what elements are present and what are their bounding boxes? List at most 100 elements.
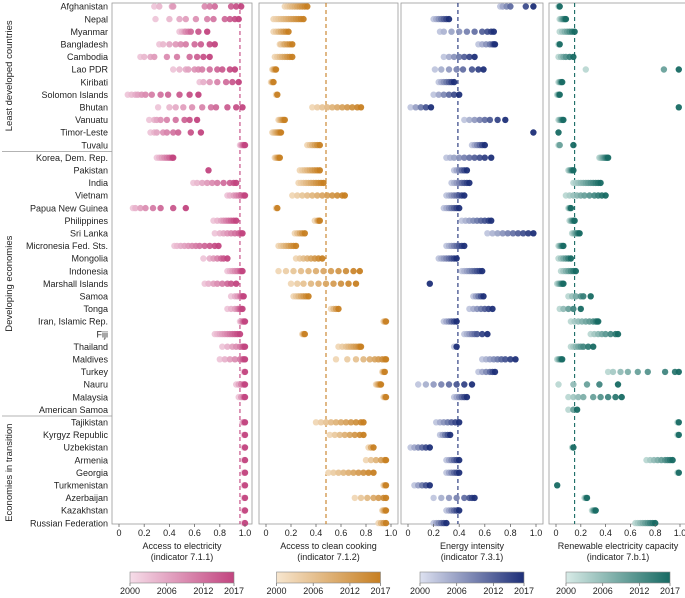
data-point-azerbaijan [453, 494, 460, 502]
data-point-bangladesh [177, 41, 184, 48]
data-point-nauru [377, 381, 385, 388]
data-point-korea-dem-rep [450, 154, 458, 161]
country-label-turkey: Turkey [81, 367, 109, 377]
data-point-korea-dem-rep [466, 154, 473, 161]
country-label-mongolia: Mongolia [71, 254, 108, 264]
data-point-malaysia [580, 393, 587, 401]
data-point-vanuatu [486, 116, 494, 124]
data-point-bhutan [339, 104, 346, 111]
data-point-vietnam [324, 192, 331, 199]
data-point-papua-new-guinea [170, 204, 177, 212]
data-point-nepal [226, 15, 234, 23]
data-point-georgia [325, 469, 332, 476]
data-point-thailand [590, 343, 597, 350]
data-point-afghanistan [227, 3, 235, 10]
panel-title-electricity: Access to electricity [142, 541, 222, 551]
data-point-papua-new-guinea [567, 204, 575, 212]
country-label-papua-new-guinea: Papua New Guinea [30, 203, 108, 213]
data-point-solomon-islands [440, 91, 447, 98]
data-point-cambodia [206, 53, 213, 61]
data-point-tonga [560, 305, 567, 313]
data-point-cambodia [450, 53, 458, 61]
data-point-marshall-islands [214, 280, 221, 287]
data-point-vanuatu [186, 116, 193, 124]
data-point-georgia [340, 469, 347, 476]
data-point-thailand [224, 343, 231, 350]
data-point-timor-leste [170, 129, 177, 136]
data-point-kyrgyz-republic [351, 431, 358, 439]
data-point-mongolia [319, 255, 326, 262]
country-label-solomon-islands: Solomon Islands [41, 90, 108, 100]
data-point-indonesia [479, 267, 486, 275]
data-point-vanuatu [193, 116, 201, 124]
data-point-bhutan [239, 104, 246, 111]
data-point-nepal [152, 15, 159, 23]
data-point-turkey [609, 368, 617, 376]
data-point-kiribati [559, 78, 566, 86]
data-point-vietnam [319, 192, 326, 199]
data-point-tonga [239, 305, 246, 313]
data-point-indonesia [350, 267, 357, 275]
data-point-armenia [456, 456, 463, 464]
data-point-lao-pdr [438, 66, 445, 73]
data-point-afghanistan [206, 3, 213, 10]
data-point-bangladesh [182, 41, 189, 48]
panel-subtitle-cooking: (indicator 7.1.2) [297, 552, 360, 562]
data-point-bhutan [422, 104, 430, 111]
data-point-turkey [675, 368, 682, 376]
country-label-marshall-islands: Marshall Islands [43, 279, 109, 289]
data-point-armenia [367, 456, 375, 464]
data-point-malaysia [565, 393, 572, 401]
data-point-bhutan [224, 104, 231, 111]
data-point-bangladesh [211, 41, 218, 48]
data-point-india [220, 179, 227, 187]
data-point-solomon-islands [435, 91, 442, 98]
data-point-fiji [473, 330, 481, 338]
data-point-armenia [372, 456, 380, 464]
country-label-philippines: Philippines [64, 216, 108, 226]
country-label-russian-federation: Russian Federation [30, 518, 108, 528]
data-point-cambodia [466, 53, 473, 61]
data-point-cambodia [570, 53, 577, 61]
data-point-micronesia-fed-sts [206, 242, 213, 250]
data-point-afghanistan [170, 3, 177, 10]
data-point-cambodia [200, 53, 207, 61]
data-point-afghanistan [304, 3, 311, 10]
data-point-indonesia [290, 267, 297, 275]
data-point-solomon-islands [456, 91, 463, 98]
data-point-solomon-islands [164, 91, 172, 98]
country-label-cambodia: Cambodia [67, 52, 108, 62]
country-label-tonga: Tonga [83, 304, 108, 314]
data-point-turkey [241, 368, 249, 376]
data-point-maldives [221, 356, 228, 363]
data-point-lao-pdr [231, 66, 239, 73]
group-label-developing-economies: Developing economies [4, 235, 15, 331]
colorbar-tick-label: 2012 [629, 586, 649, 596]
data-point-vanuatu [471, 116, 478, 124]
data-point-marshall-islands [330, 280, 337, 287]
data-point-turkey [624, 368, 632, 376]
data-point-nepal [300, 15, 307, 23]
data-point-fiji [607, 330, 614, 338]
data-point-lao-pdr [226, 66, 234, 73]
data-point-kyrgyz-republic [241, 431, 249, 439]
data-point-kyrgyz-republic [336, 431, 343, 439]
data-point-afghanistan [238, 3, 245, 10]
data-point-cambodia [456, 53, 463, 61]
data-point-bhutan [357, 104, 365, 111]
data-point-vanuatu [461, 116, 468, 124]
data-point-timor-leste [530, 129, 537, 136]
data-point-marshall-islands [307, 280, 315, 287]
data-point-tajikistan [347, 419, 355, 426]
data-point-micronesia-fed-sts [560, 242, 567, 250]
colorbar-tick-label: 2006 [157, 586, 177, 596]
data-point-kyrgyz-republic [331, 431, 338, 439]
country-label-nauru: Nauru [83, 380, 108, 390]
data-point-bhutan [172, 104, 179, 111]
data-point-cambodia [141, 53, 148, 61]
data-point-vanuatu [146, 116, 153, 124]
data-point-tonga [335, 305, 342, 313]
data-point-myanmar [479, 28, 486, 35]
data-point-fiji [484, 330, 491, 338]
data-point-timor-leste [197, 129, 205, 136]
